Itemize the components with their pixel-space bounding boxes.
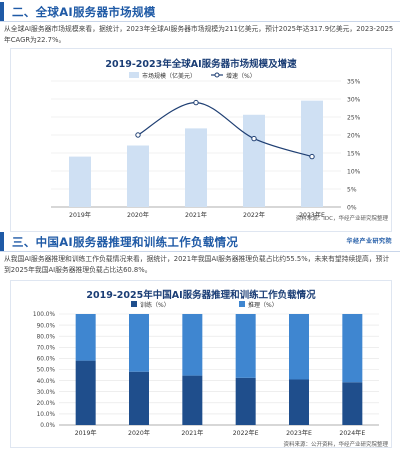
bar-inference	[182, 314, 203, 376]
section-title: 三、中国AI服务器推理和训练工作负载情况	[12, 235, 239, 249]
legend-marker-line	[214, 72, 220, 78]
y-tick-label: 50.0%	[37, 368, 56, 374]
chart-source: 资料来源：IDC，华经产业研究院整理	[295, 216, 388, 222]
x-tick-label: 2020年	[127, 211, 149, 219]
x-tick-label: 2023年E	[286, 429, 312, 437]
y-right-tick-label: 35%	[347, 79, 361, 86]
x-tick-label: 2019年	[75, 429, 97, 437]
y-tick-label: 40.0%	[37, 379, 56, 385]
legend-label-line: 增速（%）	[226, 72, 256, 80]
bar-training	[342, 382, 363, 425]
section-accent-bar	[0, 2, 4, 22]
section-header-china: 三、中国AI服务器推理和训练工作负载情况	[0, 232, 400, 252]
y-tick-label: 80.0%	[37, 334, 56, 340]
growth-line	[137, 101, 313, 158]
section-accent-bar	[0, 232, 4, 252]
x-tick-label: 2022年	[243, 211, 265, 219]
legend-swatch-bar	[129, 72, 139, 78]
bar	[243, 114, 265, 207]
section-divider	[0, 251, 400, 252]
bar-inference	[235, 314, 256, 378]
y-tick-label: 20.0%	[37, 401, 56, 407]
bar	[185, 128, 207, 207]
legend-swatch-training	[131, 301, 137, 307]
bar-inference	[289, 314, 309, 380]
global-market-chart: 0% 5% 10% 15% 20% 25% 30% 35% 市场规模（亿美元） 增速（%） 2019…	[51, 72, 361, 219]
chart-title: 2019-2023年全球AI服务器市场规模及增速	[105, 59, 297, 70]
legend-swatch-inference	[239, 301, 245, 307]
y-tick-label: 30.0%	[37, 390, 56, 396]
bar-training	[235, 377, 256, 425]
bar	[127, 145, 149, 207]
growth-point	[309, 153, 315, 160]
x-tick-label: 2020年	[128, 429, 150, 437]
y-tick-label: 60.0%	[37, 357, 56, 363]
x-tick-label: 2023年E	[299, 211, 325, 219]
legend-label-training: 训练（%）	[140, 301, 170, 309]
y-right-tick-label: 30%	[347, 97, 361, 104]
section-header-global: 二、全球AI服务器市场规模	[0, 2, 400, 22]
bar-inference	[75, 314, 96, 361]
y-tick-label: 70.0%	[37, 346, 56, 352]
bar-inference	[342, 314, 363, 383]
y-tick-label: 0.0%	[40, 423, 55, 429]
x-tick-label: 2021年	[181, 429, 203, 437]
y-right-tick-label: 25%	[347, 115, 361, 122]
y-right-tick-label: 10%	[347, 169, 361, 176]
publisher-logo: 华经产业研究院	[346, 238, 392, 245]
y-tick-label: 100.0%	[33, 312, 56, 318]
china-workload-chart: 0.0% 10.0% 20.0% 30.0% 40.0% 50.0% 60.0% 70.0% 8…	[33, 301, 379, 437]
x-tick-label: 2022年E	[233, 429, 259, 437]
section-title: 二、全球AI服务器市场规模	[12, 5, 156, 19]
bar-inference	[129, 314, 149, 372]
y-right-tick-label: 20%	[347, 133, 361, 140]
bar	[301, 100, 323, 207]
bar-training	[75, 360, 96, 425]
section-paragraph: 从全球AI服务器市场规模来看，据统计，2023年全球AI服务器市场规模为211亿…	[4, 25, 394, 44]
growth-point	[193, 99, 199, 106]
section-paragraph: 从我国AI服务器推理和训练工作负载情况来看，据统计，2021年我国AI服务器推理…	[4, 255, 390, 274]
y-tick-label: 90.0%	[37, 323, 56, 329]
bar	[69, 156, 91, 207]
x-tick-label: 2019年	[69, 211, 91, 219]
x-tick-label: 2024年E	[339, 429, 365, 437]
legend-label-bar: 市场规模（亿美元）	[142, 72, 196, 80]
growth-point	[135, 132, 141, 138]
bar-training	[129, 371, 149, 425]
bar-training	[289, 379, 309, 425]
y-right-tick-label: 0%	[347, 205, 357, 212]
growth-point	[251, 135, 257, 142]
y-right-tick-label: 5%	[347, 187, 357, 194]
x-tick-label: 2021年	[185, 211, 207, 219]
bar-training	[182, 375, 203, 425]
section-divider	[0, 21, 400, 22]
chart-title: 2019-2025年中国AI服务器推理和训练工作负载情况	[86, 290, 316, 301]
y-tick-label: 10.0%	[37, 412, 56, 418]
chart-panel-china: 2019-2025年中国AI服务器推理和训练工作负载情况 0.0% 10.0% 20…	[10, 280, 392, 448]
y-right-tick-label: 15%	[347, 151, 361, 158]
chart-source: 资料来源：公开资料，华经产业研究院整理	[283, 442, 388, 448]
chart-panel-global: 2019-2023年全球AI服务器市场规模及增速 0% 5% 10% 15% 20% 25…	[10, 48, 392, 232]
legend-label-inference: 推理（%）	[248, 301, 278, 309]
